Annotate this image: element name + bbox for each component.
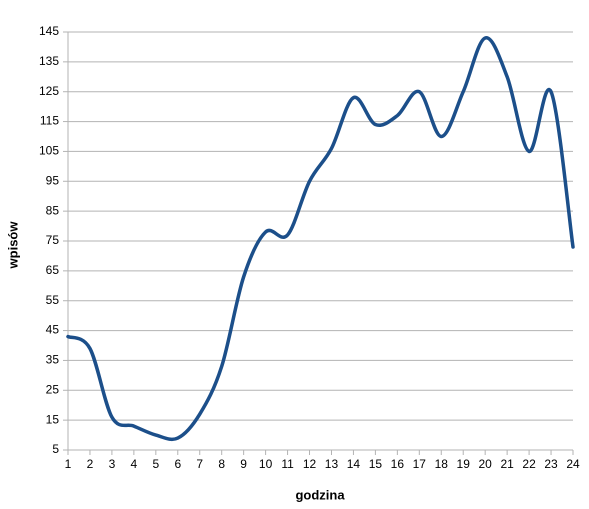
x-tick-label: 20 — [478, 457, 492, 471]
y-tick-label: 105 — [39, 144, 59, 158]
y-tick-label: 45 — [46, 323, 60, 337]
x-tick-label: 4 — [131, 457, 138, 471]
x-tick-label: 21 — [500, 457, 514, 471]
y-tick-label: 95 — [46, 173, 60, 187]
y-tick-label: 145 — [39, 24, 59, 38]
x-tick-label: 14 — [347, 457, 361, 471]
x-tick-label: 1 — [65, 457, 72, 471]
x-tick-label: 5 — [152, 457, 159, 471]
x-tick-label: 19 — [457, 457, 471, 471]
x-tick-label: 13 — [325, 457, 339, 471]
y-tick-label: 15 — [46, 412, 60, 426]
y-tick-label: 55 — [46, 293, 60, 307]
x-tick-label: 2 — [87, 457, 94, 471]
x-tick-label: 24 — [566, 457, 580, 471]
y-tick-label: 115 — [40, 114, 59, 128]
x-tick-label: 3 — [109, 457, 116, 471]
x-tick-label: 6 — [174, 457, 181, 471]
x-tick-label: 17 — [413, 457, 427, 471]
y-tick-label: 65 — [46, 263, 60, 277]
y-axis-title: wpisów — [5, 221, 20, 270]
y-tick-label: 75 — [46, 233, 60, 247]
line — [66, 36, 575, 442]
x-tick-label: 9 — [240, 457, 247, 471]
y-tick-label: 35 — [46, 353, 60, 367]
x-axis-title: godzina — [295, 487, 345, 502]
x-tick-label: 16 — [391, 457, 405, 471]
x-tick-label: 12 — [303, 457, 317, 471]
x-tick-label: 22 — [522, 457, 536, 471]
y-tick-label: 5 — [52, 442, 59, 456]
y-tick-label: 125 — [39, 84, 59, 98]
x-tick-label: 15 — [369, 457, 383, 471]
y-tick-label: 85 — [46, 203, 60, 217]
y-tick-label: 25 — [46, 382, 60, 396]
x-tick-label: 11 — [281, 457, 294, 471]
x-tick-label: 7 — [196, 457, 203, 471]
x-tick-label: 18 — [435, 457, 449, 471]
x-tick-label: 8 — [218, 457, 225, 471]
y-tick-label: 135 — [39, 54, 59, 68]
x-tick-label: 10 — [259, 457, 273, 471]
x-tick-label: 23 — [544, 457, 558, 471]
